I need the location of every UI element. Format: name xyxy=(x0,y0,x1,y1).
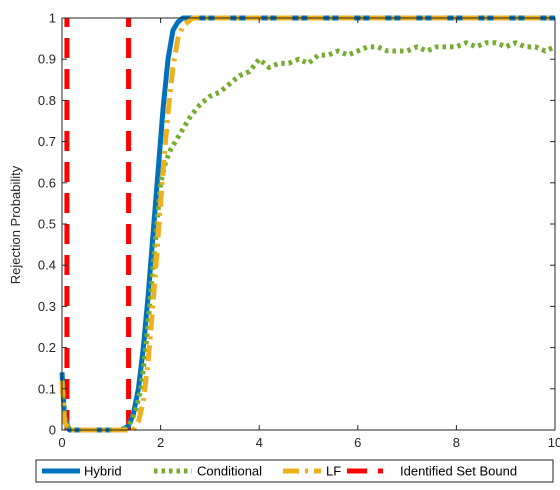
y-tick-label: 0.2 xyxy=(38,340,56,355)
axes-box xyxy=(61,17,556,431)
y-tick-label: 0.1 xyxy=(38,381,56,396)
y-tick-label: 0.3 xyxy=(38,299,56,314)
y-tick-label: 0 xyxy=(49,423,56,438)
legend-label-lf: LF xyxy=(326,464,341,479)
legend-label-hybrid: Hybrid xyxy=(84,464,122,479)
x-tick-label: 4 xyxy=(256,435,263,450)
x-tick-label: 8 xyxy=(453,435,460,450)
plot-area xyxy=(59,15,556,433)
y-tick-label: 0.5 xyxy=(38,217,56,232)
y-tick-label: 0.8 xyxy=(38,93,56,108)
legend-label-conditional: Conditional xyxy=(197,464,262,479)
x-tick-label: 10 xyxy=(548,435,560,450)
legend: Hybrid Conditional LF Identified Set Bound xyxy=(35,459,554,483)
axes: 0 2 4 6 8 10 0 0.1 0.2 0.3 0.4 0.5 0.6 0.7 0.8 0.9 1 xyxy=(38,11,560,451)
x-tick-label: 0 xyxy=(58,435,65,450)
series-line-lf xyxy=(59,15,555,433)
series-line-hybrid xyxy=(59,15,555,433)
y-tick-label: 0.4 xyxy=(38,258,56,273)
y-tick-label: 1 xyxy=(49,11,56,26)
series-line-conditional xyxy=(59,40,556,433)
x-tick-label: 2 xyxy=(157,435,164,450)
y-axis-label: Rejection Probability xyxy=(8,165,23,284)
legend-label-identified-set-bound: Identified Set Bound xyxy=(400,464,517,479)
y-tick-label: 0.7 xyxy=(38,134,56,149)
y-tick-label: 0.9 xyxy=(38,52,56,67)
y-tick-label: 0.6 xyxy=(38,175,56,190)
x-tick-label: 6 xyxy=(354,435,361,450)
